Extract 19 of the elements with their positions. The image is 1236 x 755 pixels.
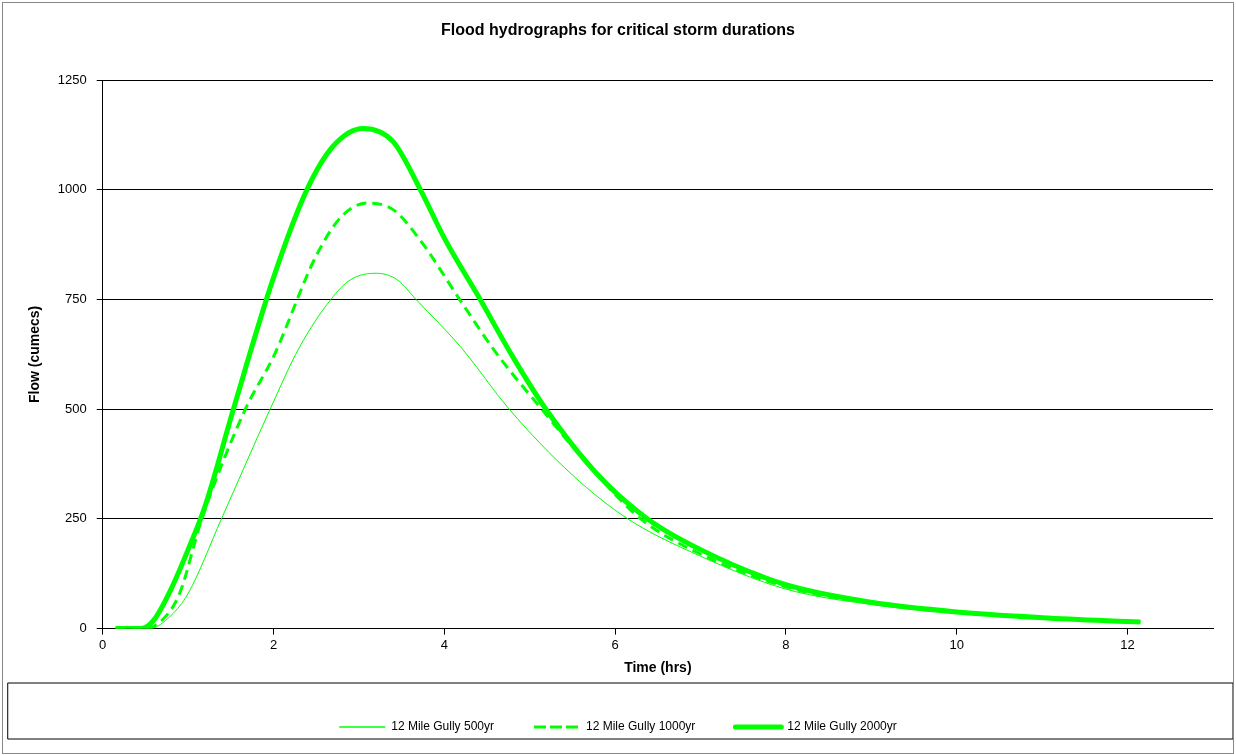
- x-tick-label: 10: [949, 636, 965, 652]
- x-tick-label: 4: [440, 636, 448, 652]
- y-tick-label: 750: [65, 291, 87, 307]
- y-tick-label: 1000: [57, 181, 87, 197]
- x-tick-label: 12: [1120, 636, 1135, 652]
- legend-label: 12 Mile Gully 500yr: [391, 719, 494, 734]
- x-axis-title: Time (hrs): [624, 659, 692, 676]
- legend-label: 12 Mile Gully 2000yr: [787, 719, 897, 734]
- x-tick-label: 2: [269, 636, 278, 652]
- y-tick-label: 0: [79, 620, 87, 636]
- x-tick-label: 0: [99, 636, 107, 652]
- legend-label: 12 Mile Gully 1000yr: [585, 719, 696, 734]
- y-tick-label: 1250: [57, 71, 87, 87]
- x-tick-label: 8: [782, 636, 790, 652]
- y-tick-label: 250: [65, 510, 87, 526]
- y-axis-title: Flow (cumecs): [26, 305, 43, 404]
- chart-title: Flood hydrographs for critical storm durations: [441, 21, 796, 39]
- y-tick-label: 500: [65, 400, 87, 416]
- x-tick-label: 6: [611, 636, 619, 652]
